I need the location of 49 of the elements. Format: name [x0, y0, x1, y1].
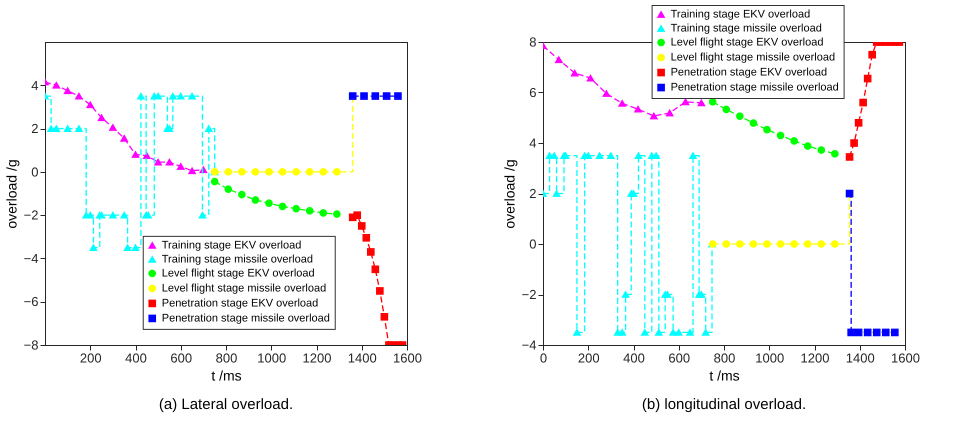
x-axis-title: t /ms: [211, 368, 242, 384]
x-tick-label: 400: [125, 350, 147, 366]
x-tick-label: 1200: [800, 350, 830, 366]
x-tick-label: 1400: [348, 350, 377, 366]
x-tick-label: 200: [80, 350, 102, 366]
legend-label: Training stage missile overload: [162, 253, 313, 266]
x-tick-label: 1400: [846, 350, 875, 366]
x-tick-label: 1000: [257, 350, 286, 366]
x-tick-label: 1600: [393, 350, 422, 366]
x-tick-label: 600: [668, 350, 690, 366]
legend-label: Level flight stage missile overload: [162, 282, 326, 294]
y-tick-label: −2: [522, 287, 536, 302]
x-tick-label: 800: [714, 350, 736, 366]
x-tick-label: 1600: [891, 350, 920, 366]
y-tick-label: −4: [522, 338, 536, 352]
y-tick-label: 4: [31, 78, 38, 93]
y-tick-label: −6: [24, 294, 38, 310]
y-axis-title: overload /g: [502, 159, 518, 229]
legend-label: Training stage EKV overload: [670, 8, 810, 20]
y-tick-label: −8: [24, 338, 38, 352]
y-tick-label: 6: [529, 85, 536, 100]
x-axis-title: t /ms: [709, 368, 740, 384]
legend-label: Training stage EKV overload: [162, 239, 302, 252]
text: (b) longitudinal overload.: [642, 396, 806, 413]
y-tick-label: 2: [31, 121, 38, 136]
legend-label: Training stage missile overload: [670, 22, 822, 34]
y-axis-title: overload /g: [4, 159, 20, 229]
legend-label: Level flight stage EKV overload: [670, 36, 824, 48]
x-tick-label: 1200: [302, 350, 332, 366]
y-tick-label: −2: [24, 208, 38, 223]
text: (a) Lateral overload.: [158, 396, 294, 413]
x-tick-label: 800: [216, 350, 238, 366]
legend-label: Penetration stage missile overload: [162, 312, 330, 324]
x-tick-label: 0: [540, 350, 548, 366]
legend-label: Penetration stage missile overload: [670, 82, 839, 94]
legend-label: Penetration stage EKV overload: [670, 66, 828, 78]
x-tick-label: 1000: [755, 350, 784, 366]
y-tick-label: 4: [529, 136, 536, 150]
legend-label: Level flight stage EKV overload: [162, 267, 315, 280]
y-tick-label: 0: [31, 164, 38, 180]
x-tick-label: 400: [623, 350, 645, 366]
y-tick-label: 0: [529, 236, 536, 252]
legend-label: Penetration stage EKV overload: [162, 297, 318, 310]
legend-label: Level flight stage missile overload: [670, 52, 836, 64]
y-tick-label: 8: [529, 34, 536, 50]
y-tick-label: 2: [529, 186, 536, 201]
y-tick-label: −4: [24, 250, 38, 266]
x-tick-label: 200: [578, 350, 600, 366]
x-tick-label: 600: [170, 350, 192, 366]
